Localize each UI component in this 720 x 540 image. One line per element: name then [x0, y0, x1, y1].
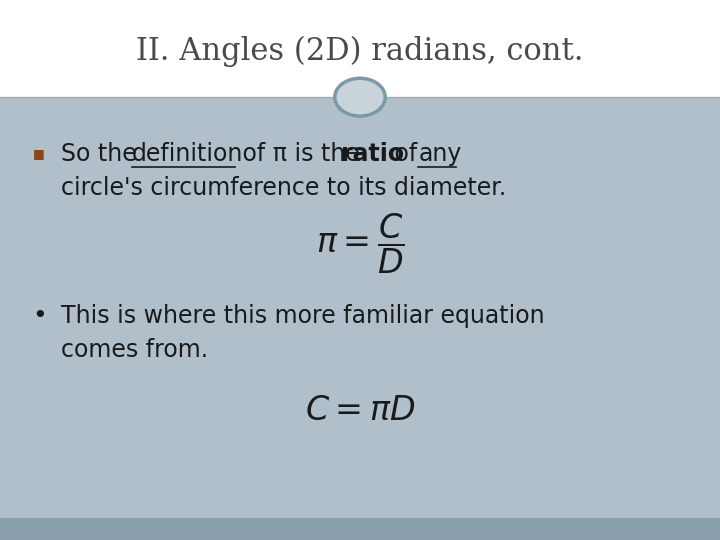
Text: comes from.: comes from. [61, 338, 208, 362]
Text: definition: definition [132, 142, 243, 166]
Text: of: of [387, 142, 425, 166]
Text: II. Angles (2D) radians, cont.: II. Angles (2D) radians, cont. [136, 36, 584, 67]
Circle shape [335, 78, 385, 116]
Text: ratio: ratio [341, 142, 405, 166]
Text: So the: So the [61, 142, 145, 166]
Text: ■: ■ [32, 147, 44, 160]
Text: This is where this more familiar equation: This is where this more familiar equatio… [61, 304, 545, 328]
FancyBboxPatch shape [0, 518, 720, 540]
Text: $\pi = \dfrac{C}{D}$: $\pi = \dfrac{C}{D}$ [315, 212, 405, 276]
FancyBboxPatch shape [0, 97, 720, 518]
Text: $C = \pi D$: $C = \pi D$ [305, 394, 415, 427]
Text: •: • [32, 304, 47, 328]
Text: of π is the: of π is the [235, 142, 367, 166]
FancyBboxPatch shape [0, 0, 720, 97]
Text: any: any [418, 142, 462, 166]
Text: circle's circumference to its diameter.: circle's circumference to its diameter. [61, 176, 506, 200]
